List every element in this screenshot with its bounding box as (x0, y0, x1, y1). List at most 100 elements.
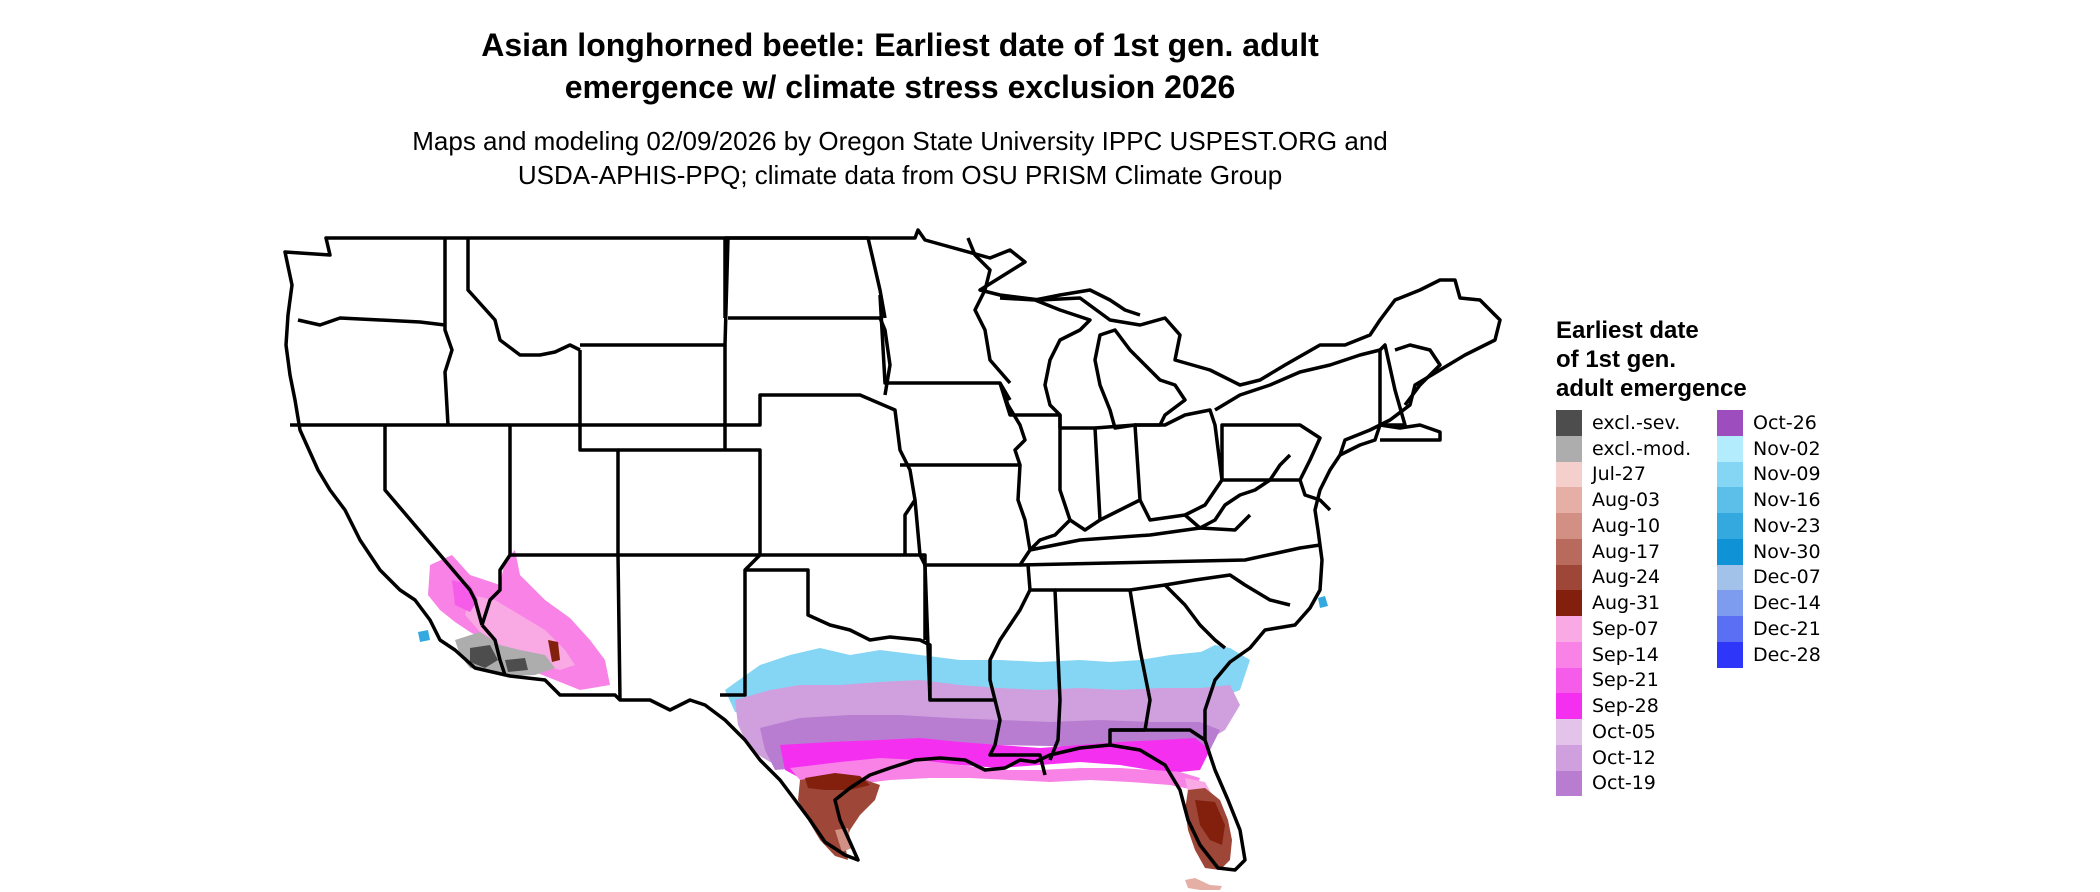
region-florida-keys (1185, 878, 1222, 890)
region-sw-excl-sev (470, 645, 498, 668)
legend-title: Earliest date of 1st gen. adult emergenc… (1556, 316, 1836, 403)
region-sw-excl-sev-2 (505, 658, 528, 672)
border-ar-la-ms (923, 564, 1032, 702)
border-oh-pa (1135, 408, 1224, 522)
legend-label: Dec-21 (1753, 617, 1821, 640)
border-ne-ks (723, 393, 917, 555)
legend-label: Sep-21 (1592, 669, 1659, 692)
legend-swatch (1556, 461, 1582, 488)
legend-label: Dec-28 (1753, 643, 1821, 666)
map-subtitle-line-2: USDA-APHIS-PPQ; climate data from OSU PR… (517, 160, 1283, 190)
border-il (998, 382, 1072, 552)
legend-swatch (1556, 538, 1582, 565)
map-title: Asian longhorned beetle: Earliest date o… (330, 24, 1470, 108)
legend-swatch (1717, 590, 1743, 616)
legend-item: Aug-31 (1556, 590, 1691, 616)
legend-label: Aug-03 (1592, 489, 1661, 512)
border-mt-wy-dakota (580, 237, 730, 347)
legend-swatch (1717, 410, 1743, 436)
legend-swatch (1556, 435, 1582, 462)
border-mi-wi (999, 296, 1092, 417)
legend-swatch (1556, 410, 1582, 436)
legend-title-line-3: adult emergence (1556, 375, 1747, 402)
legend-item: excl.-sev. (1556, 410, 1691, 436)
legend-swatch (1556, 770, 1582, 797)
legend-label: Aug-31 (1592, 592, 1661, 615)
border-ia-mo (900, 382, 1027, 467)
legend-swatch (1717, 564, 1743, 591)
legend-item: Sep-28 (1556, 693, 1691, 719)
legend-item: Dec-28 (1717, 641, 1821, 668)
legend-label: Nov-09 (1753, 463, 1821, 486)
legend-label: Aug-17 (1592, 540, 1661, 563)
legend-swatch (1556, 616, 1582, 642)
border-tn-ky (1029, 513, 1252, 552)
border-pa-ny (1220, 423, 1322, 482)
legend-label: Jul-27 (1592, 463, 1646, 486)
map-subtitle-line-1: Maps and modeling 02/09/2026 by Oregon S… (412, 126, 1388, 156)
region-sw-brown (548, 640, 560, 662)
legend-label: Nov-02 (1753, 437, 1821, 460)
legend-item: Dec-07 (1717, 564, 1821, 591)
border-md-va (1298, 479, 1332, 512)
legend-item: Oct-12 (1556, 744, 1691, 771)
border-mi-lower (1093, 328, 1187, 430)
legend-item: Nov-23 (1717, 513, 1821, 539)
legend-swatch (1556, 667, 1582, 694)
region-florida-dark (1195, 800, 1225, 845)
legend-item: Oct-05 (1556, 719, 1691, 745)
border-in-oh (1094, 423, 1142, 522)
us-outline (283, 228, 1502, 872)
region-gulf-purple (760, 715, 1220, 770)
legend-item: Aug-24 (1556, 564, 1691, 591)
map-title-line-1: Asian longhorned beetle: Earliest date o… (481, 27, 1319, 63)
border-nh-me (1394, 343, 1442, 407)
legend-label: Sep-14 (1592, 643, 1659, 666)
border-wa-or (297, 316, 446, 327)
legend-item: Aug-03 (1556, 487, 1691, 513)
border-nm-tx (720, 553, 762, 697)
border-mn-wi (966, 237, 1012, 385)
legend-column-2: Oct-26 Nov-02 Nov-09 Nov-16 Nov-23 Nov-3… (1717, 410, 1821, 668)
border-ny (1214, 348, 1382, 457)
border-ky-wv-va (1183, 453, 1292, 530)
legend-label: Nov-23 (1753, 514, 1821, 537)
border-ms-al (1030, 588, 1062, 761)
legend-item: Nov-30 (1717, 538, 1821, 565)
legend-swatch (1717, 538, 1743, 565)
legend-swatch (1556, 641, 1582, 668)
legend-item: Sep-21 (1556, 667, 1691, 694)
legend-swatch (1717, 487, 1743, 513)
legend-item: Oct-19 (1556, 770, 1691, 797)
border-ca-az (480, 623, 507, 676)
border-mn-ia (878, 294, 1012, 401)
legend-item: Nov-16 (1717, 487, 1821, 513)
border-ga-sc (1129, 583, 1227, 650)
border-id-west (443, 238, 454, 426)
legend-label: Oct-19 (1592, 772, 1656, 795)
border-nd-sd (723, 236, 887, 319)
legend-item: Jul-27 (1556, 461, 1691, 488)
legend-label: Nov-30 (1753, 540, 1821, 563)
region-sw-magenta (452, 580, 478, 612)
region-carolina-blue (1195, 645, 1245, 675)
border-vt-nh (1378, 343, 1407, 427)
legend-item: Sep-07 (1556, 616, 1691, 642)
map-subtitle: Maps and modeling 02/09/2026 by Oregon S… (330, 124, 1470, 192)
legend-swatch (1556, 513, 1582, 539)
legend-label: Nov-16 (1753, 489, 1821, 512)
legend-item: Aug-17 (1556, 538, 1691, 565)
legend-swatch (1556, 719, 1582, 745)
border-ca-nv (383, 425, 484, 626)
state-boundaries (283, 228, 1502, 872)
legend-item: Nov-02 (1717, 435, 1821, 462)
legend-item: Aug-10 (1556, 513, 1691, 539)
legend-label: Dec-07 (1753, 566, 1821, 589)
legend-swatch (1556, 693, 1582, 719)
legend-swatch (1717, 461, 1743, 488)
region-sw-light-pink (465, 595, 575, 670)
border-ne-sd (728, 316, 892, 396)
legend-item: excl.-mod. (1556, 435, 1692, 462)
legend-label: excl.-mod. (1592, 437, 1692, 460)
